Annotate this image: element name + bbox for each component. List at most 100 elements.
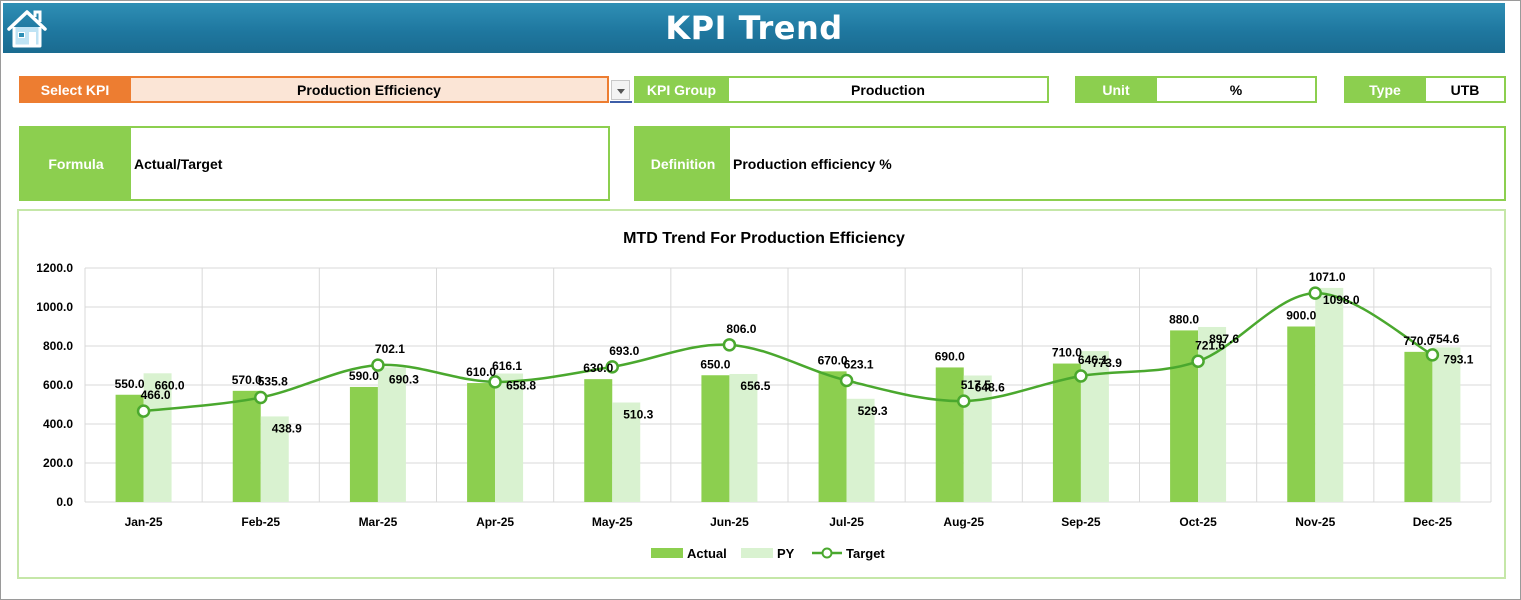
py-data-label: 690.3 <box>389 372 419 386</box>
y-tick-label: 1000.0 <box>36 300 73 314</box>
actual-bar <box>701 375 730 502</box>
target-data-label: 806.0 <box>726 322 756 336</box>
py-bar <box>377 367 406 502</box>
py-data-label: 660.0 <box>155 378 185 392</box>
target-data-label: 616.1 <box>492 359 522 373</box>
x-tick-label: Mar-25 <box>359 515 398 529</box>
py-data-label: 648.6 <box>975 381 1005 395</box>
target-point <box>136 404 151 418</box>
chart-grid <box>84 267 1492 503</box>
py-bar <box>612 402 641 502</box>
kpi-group-label: KPI Group <box>634 76 729 103</box>
chart-title: MTD Trend For Production Efficiency <box>623 230 905 247</box>
chart-canvas: MTD Trend For Production Efficiency 550.… <box>36 230 1492 561</box>
py-data-label: 510.3 <box>623 407 653 421</box>
type-label: Type <box>1344 76 1426 103</box>
py-data-label: 897.6 <box>1209 332 1239 346</box>
target-point <box>1074 369 1088 383</box>
y-tick-label: 200.0 <box>43 456 73 470</box>
py-data-label: 793.1 <box>1443 352 1473 366</box>
actual-data-label: 690.0 <box>935 349 965 363</box>
actual-bar <box>1052 363 1081 502</box>
chart-legend: Actual PY Target <box>651 546 885 561</box>
target-point <box>1425 348 1440 362</box>
legend-actual-swatch <box>651 548 683 558</box>
formula-label: Formula <box>21 128 131 199</box>
actual-bar <box>584 379 613 502</box>
actual-data-label: 550.0 <box>115 377 145 391</box>
target-data-label: 754.6 <box>1429 332 1459 346</box>
py-data-label: 1098.0 <box>1323 293 1360 307</box>
target-point <box>254 390 268 405</box>
page-title: KPI Trend <box>665 9 843 47</box>
x-tick-label: Oct-25 <box>1179 515 1217 529</box>
y-tick-label: 400.0 <box>43 417 73 431</box>
formula-value: Actual/Target <box>134 155 223 172</box>
x-tick-label: May-25 <box>592 515 633 529</box>
target-data-label: 693.0 <box>609 344 639 358</box>
actual-data-label: 570.0 <box>232 373 262 387</box>
target-point <box>957 394 971 408</box>
y-tick-label: 0.0 <box>56 495 73 509</box>
x-tick-label: Aug-25 <box>943 515 984 529</box>
target-point <box>488 375 502 389</box>
py-data-label: 773.9 <box>1092 356 1122 370</box>
py-data-label: 656.5 <box>740 379 770 393</box>
target-data-label: 623.1 <box>844 357 874 371</box>
actual-bar <box>232 390 261 502</box>
actual-data-label: 610.0 <box>466 365 496 379</box>
unit-label: Unit <box>1075 76 1157 103</box>
x-tick-label: Sep-25 <box>1061 515 1101 529</box>
title-bar: KPI Trend <box>3 3 1505 53</box>
target-data-label: 702.1 <box>375 342 405 356</box>
x-tick-label: Apr-25 <box>476 515 514 529</box>
actual-bar <box>818 371 847 502</box>
target-point <box>371 358 385 372</box>
legend-target-label: Target <box>846 546 885 561</box>
formula-box: Formula Actual/Target <box>19 126 610 201</box>
x-tick-label: Nov-25 <box>1295 515 1335 529</box>
actual-data-label: 650.0 <box>700 357 730 371</box>
actual-data-label: 880.0 <box>1169 312 1199 326</box>
actual-bar <box>467 383 496 502</box>
x-tick-label: Jul-25 <box>829 515 864 529</box>
actual-data-label: 630.0 <box>583 361 613 375</box>
actual-bar <box>1287 326 1316 502</box>
home-icon[interactable] <box>5 7 49 49</box>
py-data-label: 658.8 <box>506 379 536 393</box>
x-tick-label: Dec-25 <box>1413 515 1453 529</box>
py-data-label: 529.3 <box>858 404 888 418</box>
chevron-down-icon[interactable] <box>611 80 630 100</box>
actual-bar <box>935 367 964 502</box>
kpi-group-value: Production <box>729 76 1049 103</box>
target-data-label: 517.5 <box>961 378 991 392</box>
target-data-label: 466.0 <box>141 388 171 402</box>
definition-value: Production efficiency % <box>733 155 892 172</box>
actual-bar <box>1404 351 1433 502</box>
mtd-trend-chart: MTD Trend For Production Efficiency 550.… <box>17 209 1506 579</box>
target-point <box>722 338 737 352</box>
x-tick-label: Jun-25 <box>710 515 749 529</box>
definition-label: Definition <box>636 128 730 199</box>
actual-data-label: 770.0 <box>1403 334 1433 348</box>
actual-data-label: 670.0 <box>818 353 848 367</box>
target-line <box>136 286 1440 418</box>
actual-data-label: 710.0 <box>1052 346 1082 360</box>
kpi-select-field[interactable]: Production Efficiency <box>131 76 609 103</box>
py-bar <box>846 398 875 502</box>
y-tick-label: 1200.0 <box>36 261 73 275</box>
y-tick-label: 800.0 <box>43 339 73 353</box>
target-data-label: 1071.0 <box>1309 270 1346 284</box>
legend-actual-label: Actual <box>687 546 727 561</box>
py-bar <box>1432 347 1461 502</box>
unit-value: % <box>1157 76 1317 103</box>
py-bar <box>260 416 289 502</box>
actual-data-label: 590.0 <box>349 369 379 383</box>
chart-bars <box>115 287 1461 502</box>
chart-axes: 1200.0 1000.0 800.0 600.0 400.0 200.0 0.0 Jan-2… <box>36 261 1452 529</box>
py-data-label: 438.9 <box>272 421 302 435</box>
target-data-label: 535.8 <box>258 375 288 389</box>
target-data-label: 646.1 <box>1078 353 1108 367</box>
